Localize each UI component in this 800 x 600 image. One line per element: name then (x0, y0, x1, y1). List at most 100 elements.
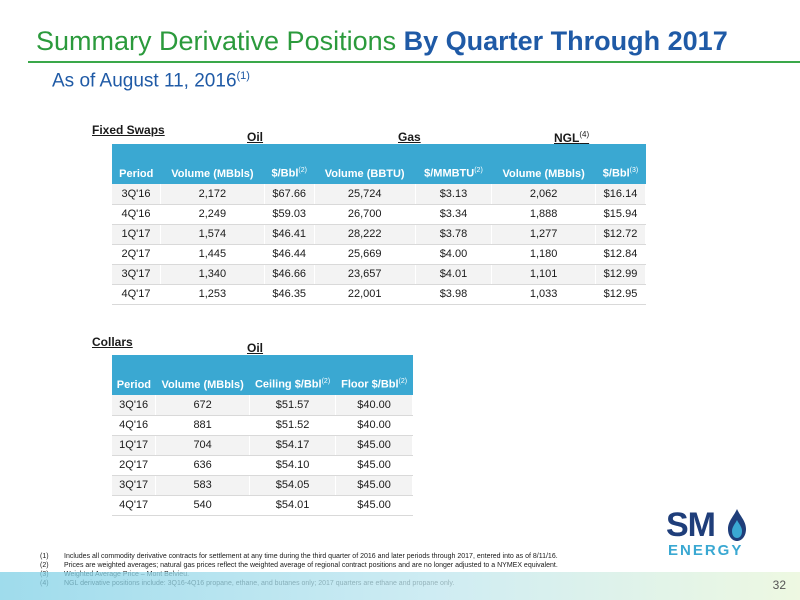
fixed-swaps-header-0: Period (112, 144, 161, 184)
table-cell: 2Q'17 (112, 455, 157, 476)
table-cell: 2,172 (160, 184, 265, 205)
column-header-footnote-ref: (2) (298, 167, 307, 175)
table-cell: $46.41 (264, 224, 315, 245)
table-cell: 4Q'16 (112, 415, 157, 436)
column-header-label: Floor $/Bbl (341, 379, 399, 391)
fixed-swaps-label: Fixed Swaps (92, 123, 165, 137)
table-cell: 1,253 (160, 284, 265, 305)
table-row: 1Q'17 704 $54.17 $45.00 (112, 435, 413, 456)
table-cell: 23,657 (314, 264, 416, 285)
table-cell: 3Q'17 (112, 475, 157, 496)
table-cell: 704 (155, 435, 250, 456)
table-cell: 3Q'17 (112, 264, 162, 285)
title-divider (28, 61, 800, 63)
footnote-number: (1) (40, 553, 49, 560)
logo-text-energy: ENERGY (668, 542, 744, 559)
column-header-label: Volume (MBbls) (161, 379, 244, 391)
table-cell: 1,888 (491, 204, 596, 225)
table-cell: 25,724 (314, 184, 416, 205)
table-cell: $4.01 (415, 264, 493, 285)
bottom-band (0, 572, 800, 600)
column-header-footnote-ref: (2) (398, 378, 408, 386)
footnote-text: Prices are weighted averages; natural ga… (64, 562, 558, 569)
column-header-label: Volume (BBTU) (324, 168, 405, 180)
column-header-label: $/Bbl (271, 168, 299, 180)
collars-group-oil: Oil (247, 341, 264, 355)
slide-title-regular: Summary Derivative Positions (36, 26, 404, 56)
table-cell: $45.00 (335, 475, 413, 496)
footnote-item: (2) Prices are weighted averages; natural… (40, 561, 740, 570)
table-cell: 26,700 (314, 204, 416, 225)
table-cell: 672 (155, 395, 250, 416)
column-header-label: Period (116, 379, 152, 391)
fixed-swaps-header-4: $/MMBTU(2) (415, 144, 492, 184)
fixed-swaps-header-2: $/Bbl(2) (264, 144, 315, 184)
table-cell: 1,340 (160, 264, 265, 285)
table-cell: $16.14 (595, 184, 646, 205)
table-cell: 1,277 (491, 224, 596, 245)
table-cell: 636 (155, 455, 250, 476)
column-header-label: Volume (MBbls) (502, 168, 585, 180)
table-cell: $3.78 (415, 224, 493, 245)
collars-header-0: Period (112, 355, 156, 395)
table-cell: $54.10 (249, 455, 337, 476)
table-row: 4Q'17 1,253 $46.35 22,001 $3.98 1,033 $12.95 (112, 284, 646, 305)
collars-header-2: Ceiling $/Bbl(2) (249, 355, 336, 395)
collars-header-3: Floor $/Bbl(2) (335, 355, 413, 395)
swaps-group-ngl: NGL(4) (554, 130, 589, 145)
swaps-group-gas: Gas (398, 130, 421, 144)
collars-label: Collars (92, 335, 133, 349)
table-cell: 540 (155, 495, 250, 516)
fixed-swaps-header-6: $/Bbl(3) (595, 144, 646, 184)
table-cell: $40.00 (335, 395, 413, 416)
table-cell: 1,574 (160, 224, 265, 245)
table-cell: 3Q'16 (112, 395, 157, 416)
table-cell: $45.00 (335, 435, 413, 456)
table-cell: $46.44 (264, 244, 315, 265)
table-cell: 4Q'17 (112, 284, 162, 305)
table-cell: $59.03 (264, 204, 315, 225)
page-number: 32 (772, 578, 786, 592)
fixed-swaps-header-5: Volume (MBbls) (491, 144, 596, 184)
collars-table: Period Volume (MBbls) Ceiling $/Bbl(2) Floo… (112, 355, 413, 516)
table-cell: $3.98 (415, 284, 493, 305)
table-cell: 2Q'17 (112, 244, 162, 265)
table-row: 1Q'17 1,574 $46.41 28,222 $3.78 1,277 $12.72 (112, 224, 646, 245)
table-cell: $12.99 (595, 264, 646, 285)
ngl-footnote-ref: (4) (579, 130, 590, 139)
column-header-label: Ceiling $/Bbl (254, 379, 322, 391)
table-cell: $45.00 (335, 495, 413, 516)
table-cell: $3.13 (415, 184, 493, 205)
table-cell: $15.94 (595, 204, 646, 225)
table-cell: $46.35 (264, 284, 315, 305)
footnote-text: Includes all commodity derivative contra… (64, 553, 558, 560)
table-cell: 25,669 (314, 244, 416, 265)
subtitle-footnote-ref: (1) (236, 70, 250, 82)
table-cell: 1,033 (491, 284, 596, 305)
fixed-swaps-table: Period Volume (MBbls) $/Bbl(2) Volume (BBTU… (112, 144, 646, 305)
column-header-label: Period (119, 168, 154, 180)
table-cell: $40.00 (335, 415, 413, 436)
column-header-footnote-ref: (2) (321, 378, 331, 386)
table-row: 3Q'16 672 $51.57 $40.00 (112, 395, 413, 416)
table-cell: 22,001 (314, 284, 416, 305)
table-cell: $51.52 (249, 415, 337, 436)
table-cell: 1Q'17 (112, 435, 157, 456)
table-cell: $67.66 (264, 184, 315, 205)
subtitle-text: As of August 11, 2016 (52, 70, 237, 92)
slide-subtitle: As of August 11, 2016(1) (52, 70, 250, 92)
table-cell: $54.05 (249, 475, 337, 496)
table-cell: $12.95 (595, 284, 646, 305)
table-cell: 1,180 (491, 244, 596, 265)
table-cell: 2,249 (160, 204, 265, 225)
table-row: 4Q'17 540 $54.01 $45.00 (112, 495, 413, 516)
table-cell: 881 (155, 415, 250, 436)
table-cell: $4.00 (415, 244, 493, 265)
table-cell: $45.00 (335, 455, 413, 476)
table-cell: $12.72 (595, 224, 646, 245)
table-cell: $46.66 (264, 264, 315, 285)
column-header-footnote-ref: (2) (474, 167, 483, 175)
table-cell: 2,062 (491, 184, 596, 205)
swaps-group-oil: Oil (247, 130, 264, 144)
ngl-label: NGL (554, 131, 580, 145)
